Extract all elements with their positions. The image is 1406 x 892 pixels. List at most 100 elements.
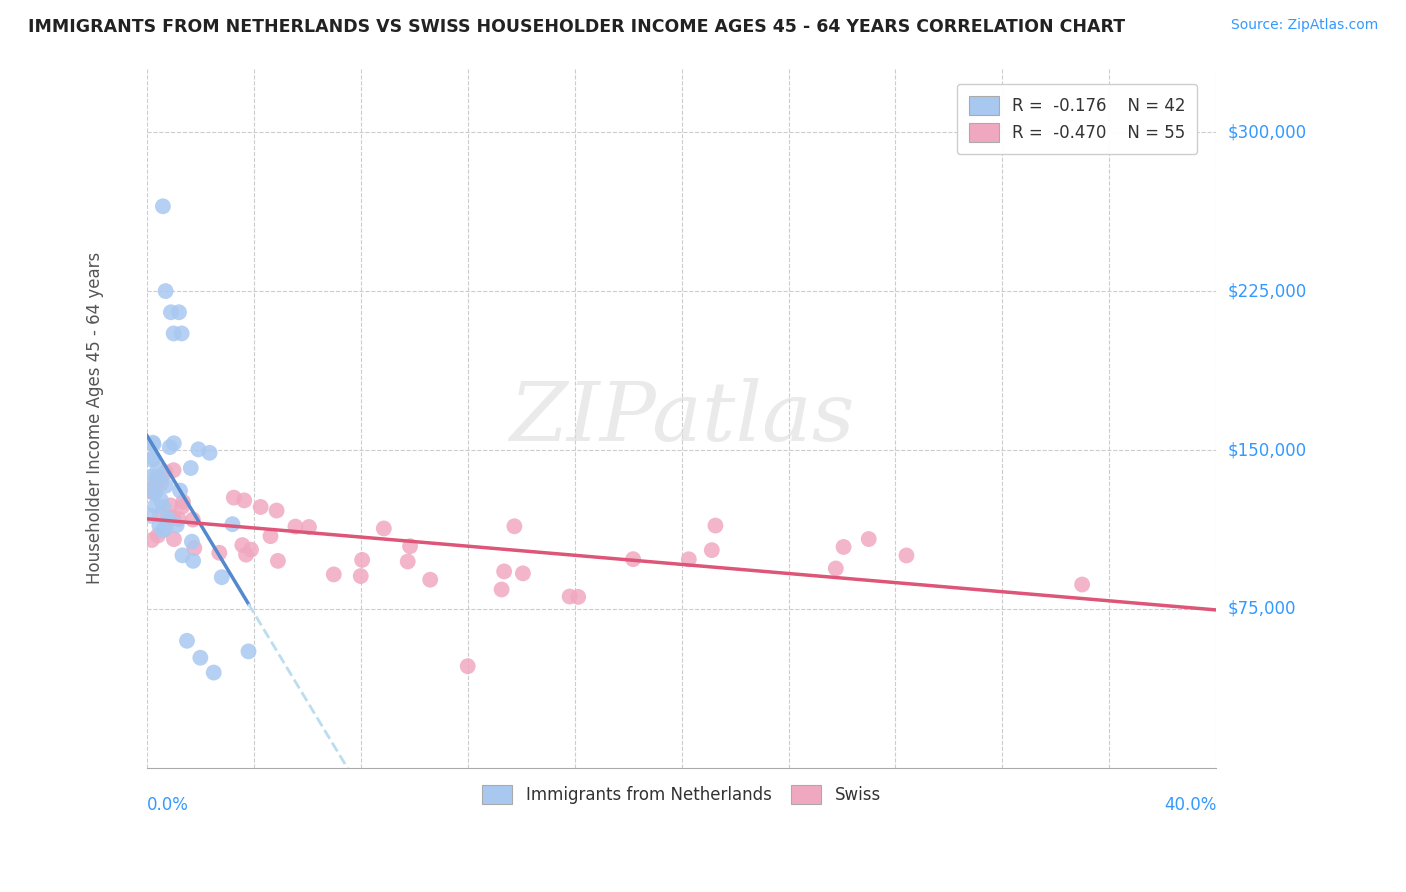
Point xyxy=(146,462,169,476)
Point xyxy=(162,463,184,477)
Point xyxy=(146,528,169,542)
Point xyxy=(373,521,395,535)
Point xyxy=(284,519,307,533)
Point xyxy=(176,633,198,648)
Point xyxy=(149,492,172,507)
Point xyxy=(233,493,256,508)
Point xyxy=(704,518,727,533)
Point xyxy=(139,470,162,484)
Point xyxy=(700,543,723,558)
Point xyxy=(187,442,209,457)
Point xyxy=(153,522,176,536)
Point xyxy=(145,469,167,483)
Point xyxy=(172,500,194,514)
Point xyxy=(558,590,581,604)
Point xyxy=(162,510,184,524)
Text: 0.0%: 0.0% xyxy=(146,796,188,814)
Point xyxy=(172,549,194,563)
Point xyxy=(858,532,880,546)
Point xyxy=(494,565,516,579)
Point xyxy=(231,538,253,552)
Point xyxy=(512,566,534,581)
Point xyxy=(298,520,321,534)
Text: $75,000: $75,000 xyxy=(1227,600,1296,618)
Point xyxy=(266,503,288,517)
Point xyxy=(141,484,163,499)
Text: Source: ZipAtlas.com: Source: ZipAtlas.com xyxy=(1230,18,1378,32)
Point xyxy=(146,473,169,487)
Point xyxy=(832,540,855,554)
Point xyxy=(167,512,190,526)
Point xyxy=(141,453,163,467)
Point xyxy=(222,491,245,505)
Point xyxy=(249,500,271,514)
Point xyxy=(163,532,186,546)
Point xyxy=(202,665,225,680)
Point xyxy=(166,518,188,533)
Point xyxy=(678,552,700,566)
Point xyxy=(149,471,172,485)
Text: 40.0%: 40.0% xyxy=(1164,796,1216,814)
Point xyxy=(180,461,202,475)
Point xyxy=(567,590,589,604)
Point xyxy=(824,561,846,575)
Point xyxy=(211,570,233,584)
Point xyxy=(159,440,181,454)
Point xyxy=(457,659,479,673)
Point xyxy=(190,650,212,665)
Point xyxy=(150,476,173,491)
Point xyxy=(503,519,526,533)
Point xyxy=(155,465,177,479)
Legend: Immigrants from Netherlands, Swiss: Immigrants from Netherlands, Swiss xyxy=(471,773,893,815)
Point xyxy=(142,437,165,451)
Point xyxy=(238,644,260,658)
Point xyxy=(169,483,191,498)
Point xyxy=(240,542,263,557)
Text: Householder Income Ages 45 - 64 years: Householder Income Ages 45 - 64 years xyxy=(86,252,104,584)
Point xyxy=(155,479,177,493)
Point xyxy=(148,518,170,533)
Point xyxy=(181,554,204,568)
Point xyxy=(621,552,644,566)
Point xyxy=(142,435,165,450)
Text: IMMIGRANTS FROM NETHERLANDS VS SWISS HOUSEHOLDER INCOME AGES 45 - 64 YEARS CORRE: IMMIGRANTS FROM NETHERLANDS VS SWISS HOU… xyxy=(28,18,1125,36)
Point xyxy=(142,450,165,465)
Point xyxy=(155,284,177,298)
Point xyxy=(322,567,344,582)
Point xyxy=(163,436,186,450)
Point xyxy=(145,476,167,491)
Point xyxy=(143,485,166,500)
Text: $150,000: $150,000 xyxy=(1227,441,1306,459)
Point xyxy=(160,305,183,319)
Point xyxy=(419,573,441,587)
Point xyxy=(180,534,202,549)
Point xyxy=(152,524,174,538)
Point xyxy=(208,546,231,560)
Point xyxy=(259,529,281,543)
Point xyxy=(149,508,172,522)
Point xyxy=(399,539,422,553)
Point xyxy=(139,508,162,523)
Point xyxy=(141,533,163,547)
Point xyxy=(142,485,165,500)
Point xyxy=(156,515,179,529)
Point xyxy=(143,499,166,513)
Point xyxy=(152,500,174,514)
Text: ZIPatlas: ZIPatlas xyxy=(509,378,855,458)
Point xyxy=(896,549,918,563)
Point xyxy=(159,499,181,513)
Point xyxy=(1071,577,1094,591)
Text: $225,000: $225,000 xyxy=(1227,282,1306,300)
Point xyxy=(156,511,179,525)
Point xyxy=(181,513,204,527)
Point xyxy=(267,554,290,568)
Point xyxy=(170,326,193,341)
Point xyxy=(396,554,419,568)
Point xyxy=(138,484,160,499)
Point xyxy=(172,495,194,509)
Point xyxy=(235,548,257,562)
Point xyxy=(162,511,184,525)
Point xyxy=(152,199,174,213)
Point xyxy=(183,541,205,555)
Point xyxy=(352,553,374,567)
